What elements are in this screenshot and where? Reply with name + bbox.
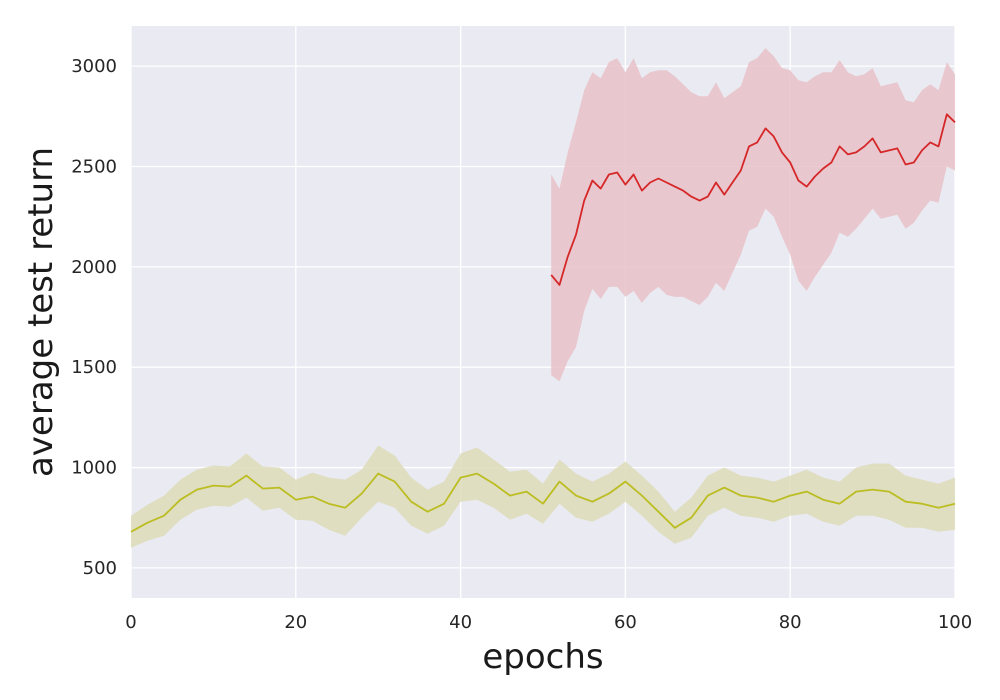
x-tick-label: 60 (614, 612, 637, 633)
y-tick-label: 1000 (71, 458, 117, 479)
confidence-band-2 (551, 48, 955, 382)
y-tick-label: 500 (83, 558, 117, 579)
confidence-bands (131, 48, 955, 548)
x-tick-label: 40 (449, 612, 472, 633)
x-tick-label: 80 (779, 612, 802, 633)
x-axis-label: epochs (482, 637, 603, 677)
series-lines (130, 113, 956, 533)
series-line-2 (550, 113, 956, 286)
series-line-1 (130, 472, 956, 533)
y-tick-label: 2000 (71, 257, 117, 278)
y-tick-label: 2500 (71, 156, 117, 177)
x-tick-label: 0 (125, 612, 136, 633)
x-tick-labels: 0 20 40 60 80 100 (125, 612, 972, 633)
y-axis-label: average test return (21, 147, 61, 477)
y-tick-labels: 500 1000 1500 2000 2500 3000 (71, 56, 117, 579)
x-tick-label: 20 (284, 612, 307, 633)
y-tick-label: 1500 (71, 357, 117, 378)
y-tick-label: 3000 (71, 56, 117, 77)
confidence-band-1 (131, 445, 955, 548)
x-tick-label: 100 (938, 612, 972, 633)
